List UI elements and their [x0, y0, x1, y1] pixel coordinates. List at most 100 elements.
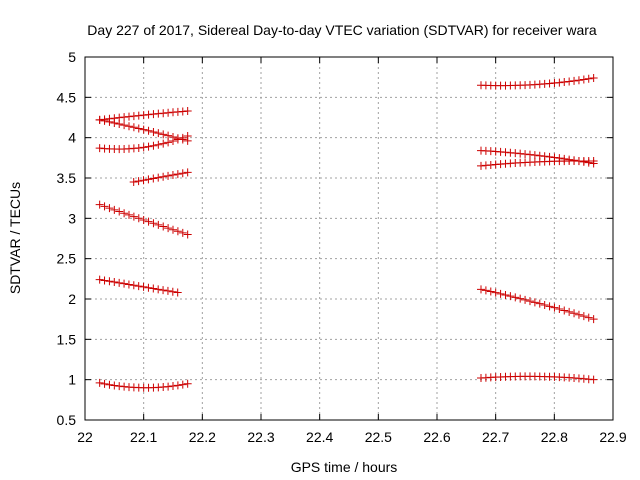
data-point	[159, 222, 168, 231]
data-point	[144, 142, 153, 151]
data-point	[535, 299, 544, 308]
data-point	[164, 382, 173, 391]
data-point	[525, 150, 534, 159]
data-point	[589, 157, 598, 166]
data-point	[486, 287, 495, 296]
data-point	[178, 169, 187, 178]
data-point	[139, 282, 148, 291]
data-point	[154, 220, 163, 229]
data-point	[115, 207, 124, 216]
data-point	[525, 297, 534, 306]
data-point	[178, 380, 187, 389]
series-track-11	[477, 285, 598, 324]
data-point	[100, 276, 109, 285]
data-point	[173, 227, 182, 236]
x-tick-label-1: 22.1	[130, 429, 157, 445]
data-point	[183, 168, 192, 177]
data-point	[125, 210, 133, 219]
x-tick-label-6: 22.6	[423, 429, 450, 445]
data-point	[164, 138, 173, 147]
data-point	[154, 129, 163, 138]
series-track-8	[477, 73, 598, 90]
data-point	[95, 200, 104, 209]
data-point	[560, 78, 569, 87]
data-point	[579, 312, 588, 321]
data-point	[129, 178, 138, 187]
data-point	[144, 175, 153, 184]
data-point	[144, 283, 153, 292]
series-track-3	[95, 132, 192, 154]
data-point	[134, 282, 143, 291]
data-point	[129, 281, 138, 290]
data-point	[168, 170, 177, 179]
data-point	[530, 151, 539, 160]
data-point	[159, 139, 168, 148]
data-point	[134, 143, 143, 152]
series-track-12	[477, 372, 598, 384]
data-point	[110, 278, 119, 287]
data-point	[120, 209, 129, 218]
data-point	[129, 212, 138, 221]
data-point	[521, 295, 530, 304]
data-point	[125, 112, 133, 121]
data-point	[506, 292, 515, 301]
data-point	[555, 305, 564, 314]
data-point	[173, 381, 182, 390]
x-tick-label-2: 22.2	[189, 429, 216, 445]
data-point	[477, 285, 485, 294]
data-point	[149, 219, 158, 228]
data-point	[100, 202, 109, 211]
data-point	[496, 289, 505, 298]
series-track-2	[95, 115, 192, 145]
data-point	[491, 288, 500, 297]
data-point	[115, 120, 124, 129]
data-point	[134, 124, 143, 133]
data-point	[178, 133, 187, 142]
data-point	[173, 288, 182, 297]
data-point	[110, 381, 119, 390]
data-point	[565, 307, 574, 316]
data-point	[105, 117, 114, 126]
y-tick-label-1: 1	[68, 372, 76, 388]
data-point	[100, 116, 109, 125]
data-point	[115, 382, 124, 391]
data-point	[144, 217, 153, 226]
y-tick-label-3: 2	[68, 291, 76, 307]
plot-frame	[84, 56, 614, 421]
data-point	[95, 378, 104, 387]
x-tick-label-3: 22.3	[247, 429, 274, 445]
data-point	[570, 309, 579, 318]
data-point	[125, 122, 133, 131]
data-point	[584, 313, 593, 322]
data-point	[164, 171, 173, 180]
data-point	[120, 121, 129, 130]
data-point	[139, 143, 148, 152]
data-point	[149, 284, 158, 293]
data-point	[521, 150, 530, 159]
x-axis-label: GPS time / hours	[291, 459, 398, 475]
y-tick-label-2: 1.5	[57, 331, 77, 347]
data-point	[110, 118, 119, 127]
data-point	[183, 107, 192, 116]
data-point	[579, 75, 588, 84]
y-axis-label: SDTVAR / TECUs	[7, 182, 23, 294]
data-point	[154, 140, 163, 149]
data-point	[139, 176, 148, 185]
data-point	[555, 78, 564, 87]
data-point	[168, 287, 177, 296]
data-point	[183, 379, 192, 388]
series-track-7	[95, 378, 192, 392]
y-tick-label-9: 5	[68, 49, 76, 65]
data-point	[149, 141, 158, 150]
data-point	[105, 204, 114, 213]
data-point	[570, 76, 579, 85]
data-point	[545, 302, 554, 311]
data-point	[589, 375, 598, 384]
data-point	[129, 123, 138, 132]
data-point	[501, 290, 510, 299]
data-point	[163, 286, 172, 295]
data-point	[178, 228, 187, 237]
data-point	[124, 280, 133, 289]
data-point	[481, 286, 490, 295]
